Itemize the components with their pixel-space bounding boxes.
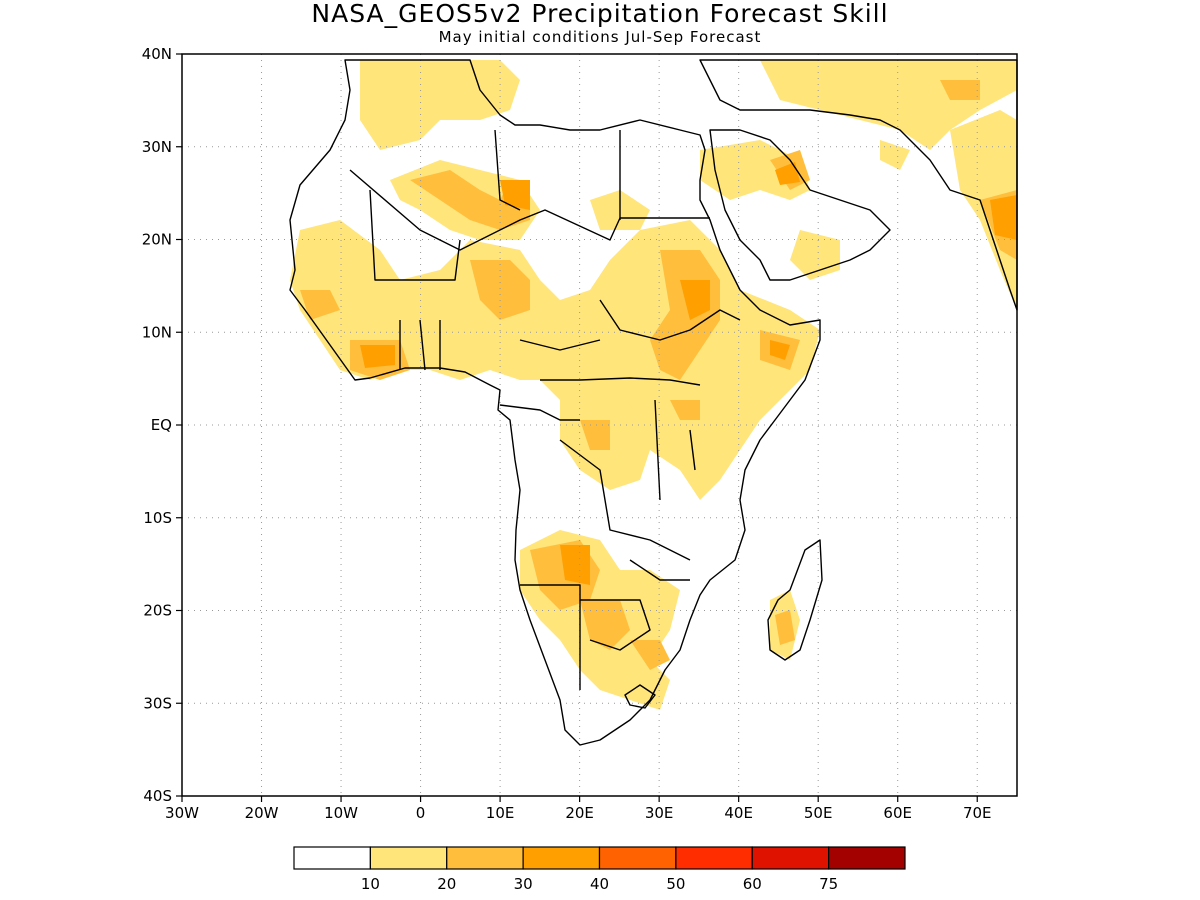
latitude-labels: 40N 30N 20N 10N EQ 10S 20S 30S 40S	[142, 45, 182, 805]
lon-tick-label: 0	[416, 804, 426, 822]
colorbar-bin	[598, 846, 677, 870]
skill-region-ghana-core	[360, 345, 395, 368]
colorbar-label: 30	[514, 875, 533, 893]
lon-tick-label: 20E	[565, 804, 594, 822]
colorbar-bin	[522, 846, 601, 870]
skill-region-sudan-core	[680, 280, 710, 320]
lat-tick-label: 20N	[142, 231, 172, 249]
colorbar-label: 50	[666, 875, 685, 893]
country-border-14	[419, 319, 426, 371]
skill-region-angola-core	[560, 545, 590, 585]
skill-region-senegal	[300, 290, 340, 320]
lon-tick-label: 10W	[324, 804, 358, 822]
asia-coastline	[699, 59, 1018, 311]
lon-tick-label: 70E	[963, 804, 992, 822]
colorbar-label: 75	[819, 875, 838, 893]
longitude-labels: 30W 20W 10W 0 10E 20E 30E 40E 50E 60E 70E	[165, 796, 992, 822]
skill-region-mali	[410, 170, 530, 230]
lon-tick-label: 40E	[724, 804, 753, 822]
country-border-1	[349, 169, 710, 251]
colorbar-bin	[293, 846, 371, 870]
skill-region-india-core	[990, 195, 1017, 240]
skill-region-madagascar-south	[775, 610, 795, 645]
colorbar-label: 60	[743, 875, 762, 893]
country-border-7	[540, 377, 701, 386]
country-border-10	[520, 584, 581, 690]
country-border-12	[629, 559, 690, 581]
lon-tick-label: 10E	[486, 804, 515, 822]
arabia-coastline	[709, 129, 891, 281]
skill-region-gulf-core	[770, 340, 790, 360]
lat-tick-label: 40S	[143, 787, 172, 805]
map-subtitle: May initial conditions Jul-Sep Forecast	[438, 28, 762, 46]
skill-level-10-20	[290, 60, 1017, 710]
country-border-16	[654, 399, 661, 501]
country-border-2	[369, 189, 461, 281]
colorbar-label: 20	[437, 875, 456, 893]
skill-region-sahara-north	[360, 60, 520, 150]
map-title: NASA_GEOS5v2 Precipitation Forecast Skil…	[311, 0, 889, 28]
skill-region-iraq	[940, 80, 980, 100]
country-border-17	[689, 429, 696, 471]
lat-tick-label: 20S	[143, 602, 172, 620]
skill-region-arabia-south	[790, 230, 840, 280]
country-border-8	[499, 404, 580, 421]
colorbar-label: 40	[590, 875, 609, 893]
country-border-6	[519, 339, 601, 351]
madagascar-coastline	[767, 539, 823, 661]
lat-tick-label: 30S	[143, 694, 172, 712]
colorbar-bin	[751, 846, 830, 870]
country-border-11	[580, 599, 651, 651]
lon-tick-label: 60E	[883, 804, 912, 822]
skill-level-30-40	[360, 162, 1017, 585]
lesotho-border	[624, 684, 656, 709]
africa-coastline	[289, 59, 821, 746]
lon-tick-label: 20W	[245, 804, 279, 822]
lon-tick-label: 30E	[645, 804, 674, 822]
colorbar-bin	[446, 846, 524, 870]
coastlines	[289, 59, 1018, 746]
country-border-5	[599, 299, 741, 341]
skill-region-iran	[880, 140, 910, 170]
skill-region-botswana	[580, 600, 630, 650]
skill-region-arabia	[700, 140, 810, 200]
country-border-9	[559, 439, 691, 561]
colorbar-bin	[369, 846, 448, 870]
lat-tick-label: 10N	[142, 323, 172, 341]
skill-region-mozambique	[630, 640, 670, 670]
lat-tick-label: 30N	[142, 138, 172, 156]
country-border-3	[494, 129, 521, 211]
colorbar-labels: 10 20 30 40 50 60 75	[361, 875, 838, 893]
lon-tick-label: 30W	[165, 804, 199, 822]
skill-region-niger	[470, 260, 530, 320]
colorbar	[293, 846, 906, 870]
skill-region-algeria-core	[500, 180, 530, 210]
colorbar-bin	[675, 846, 753, 870]
skill-region-saudi-core	[775, 162, 800, 185]
lat-tick-label: 10S	[143, 509, 172, 527]
colorbar-label: 10	[361, 875, 380, 893]
lon-tick-label: 50E	[804, 804, 833, 822]
skill-shading	[290, 60, 1017, 710]
lat-tick-label: 40N	[142, 45, 172, 63]
skill-region-lake-victoria	[670, 400, 700, 420]
colorbar-bin	[828, 846, 906, 870]
skill-region-congo-south	[580, 420, 610, 450]
lat-tick-label: EQ	[151, 416, 172, 434]
